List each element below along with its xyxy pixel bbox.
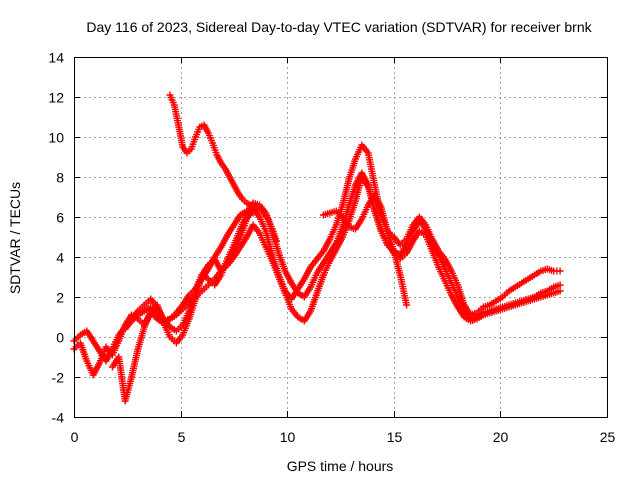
data-point [273, 237, 281, 245]
y-axis-label: SDTVAR / TECUs [7, 182, 23, 294]
y-tick-label: -2 [52, 370, 65, 386]
chart-title: Day 116 of 2023, Sidereal Day-to-day VTE… [86, 19, 592, 35]
series-track-d [166, 91, 281, 245]
x-tick-label: 5 [178, 429, 186, 445]
y-tick-label: 10 [48, 130, 64, 146]
y-tick-label: 14 [48, 50, 64, 66]
x-tick-label: 20 [493, 429, 509, 445]
x-tick-label: 0 [71, 429, 79, 445]
series-track-e [319, 191, 411, 309]
data-point [556, 287, 564, 295]
y-tick-label: 8 [56, 170, 64, 186]
y-tick-label: 0 [56, 330, 64, 346]
y-tick-label: -4 [52, 410, 65, 426]
data-point [556, 281, 564, 289]
x-tick-label: 25 [600, 429, 616, 445]
x-tick-label: 10 [280, 429, 296, 445]
x-axis-label: GPS time / hours [287, 458, 394, 474]
y-tick-label: 2 [56, 290, 64, 306]
data-point [249, 209, 257, 217]
y-tick-label: 12 [48, 90, 64, 106]
y-tick-label: 6 [56, 210, 64, 226]
plot-frame [74, 57, 608, 418]
series-layer [70, 91, 564, 405]
y-tick-label: 4 [56, 250, 64, 266]
data-point [403, 301, 411, 309]
series-track-f [121, 207, 257, 333]
x-tick-label: 15 [387, 429, 403, 445]
data-point [556, 267, 564, 275]
